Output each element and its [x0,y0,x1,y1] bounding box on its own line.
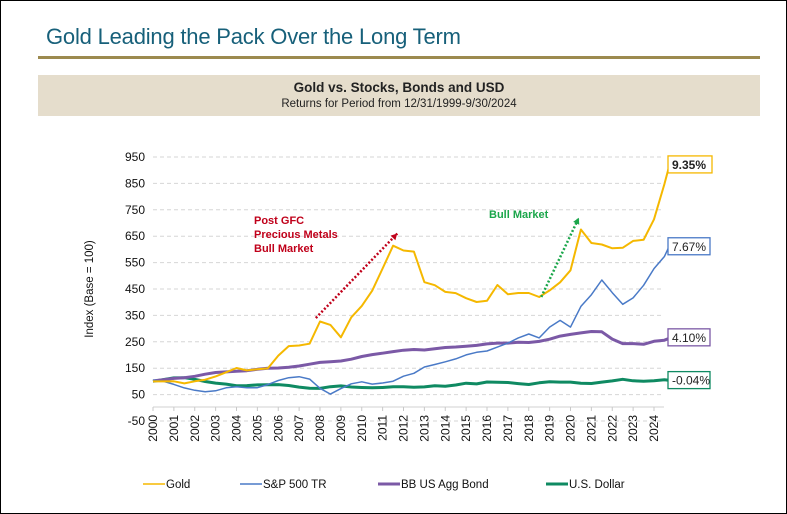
annotation-arrowhead [573,217,580,225]
x-tick-label: 2004 [230,415,244,442]
end-value-box [667,328,711,347]
legend-label: U.S. Dollar [569,479,625,491]
x-tick-label: 2014 [438,415,452,442]
y-tick-label: 650 [125,229,145,243]
x-tick-label: 2022 [605,415,619,442]
end-value-label: 4.10% [672,331,706,345]
y-tick-label: 150 [125,361,145,375]
annotation-arrow [314,232,399,319]
annotation-arrow [540,217,580,298]
y-tick-label: 50 [132,388,146,402]
x-tick-label: 2005 [250,415,264,442]
series-line-bb-us-agg-bond [152,330,671,383]
x-tick-label: 2018 [522,415,536,442]
y-tick-label: 750 [125,203,145,217]
x-tick-label: 2011 [376,415,390,441]
chart-header-banner: Gold vs. Stocks, Bonds and USD Returns f… [38,75,760,116]
annotation-text: Bull Market [489,209,549,221]
chart-subtitle: Returns for Period from 12/31/1999-9/30/… [281,98,517,110]
x-tick-label: 2024 [647,415,661,442]
x-tick-label: 2013 [417,415,431,442]
x-tick-label: 2017 [501,415,515,442]
legend-label: BB US Agg Bond [401,479,489,491]
annotation-text: Post GFC [254,215,304,227]
annotation-text: Precious Metals [254,229,338,241]
y-tick-label: 350 [125,308,145,322]
y-tick-label: 250 [125,335,145,349]
x-tick-label: 2019 [543,415,557,442]
x-tick-label: 2016 [480,415,494,442]
chart-title: Gold vs. Stocks, Bonds and USD [293,80,505,95]
end-value-label: 9.35% [672,158,706,172]
x-tick-label: 2009 [334,415,348,442]
x-tick-label: 2021 [584,415,598,442]
x-tick-label: 2008 [313,415,327,442]
page-title: Gold Leading the Pack Over the Long Term [46,24,461,49]
end-value-box [667,370,711,390]
series-line-u-s-dollar [152,376,670,390]
y-tick-label: 550 [125,256,145,270]
x-tick-label: 2020 [564,415,578,442]
x-tick-label: 2003 [209,415,223,442]
end-value-box [667,155,713,174]
end-value-label: -0.04% [672,374,710,388]
x-tick-label: 2012 [397,415,411,442]
x-tick-label: 2010 [355,415,369,442]
x-tick-label: 2001 [167,415,181,442]
legend-label: Gold [166,479,190,491]
x-tick-label: 2000 [146,415,160,442]
y-axis-label: Index (Base = 100) [84,240,96,338]
title-divider [38,56,760,59]
end-value-box [667,237,711,256]
y-tick-label: 850 [125,176,145,190]
x-tick-label: 2007 [292,415,306,442]
x-tick-label: 2023 [626,415,640,442]
y-tick-label: -50 [128,414,146,428]
legend-label: S&P 500 TR [263,479,327,491]
y-tick-label: 950 [125,150,145,164]
annotation-text: Bull Market [254,243,314,255]
x-tick-label: 2002 [188,415,202,442]
x-tick-label: 2006 [271,415,285,442]
end-value-label: 7.67% [672,240,706,254]
annotation-arrowhead [390,233,398,241]
x-tick-label: 2015 [459,415,473,442]
y-tick-label: 450 [125,282,145,296]
series-line-gold [153,163,671,385]
series-line-s-p-500-tr [152,244,671,395]
